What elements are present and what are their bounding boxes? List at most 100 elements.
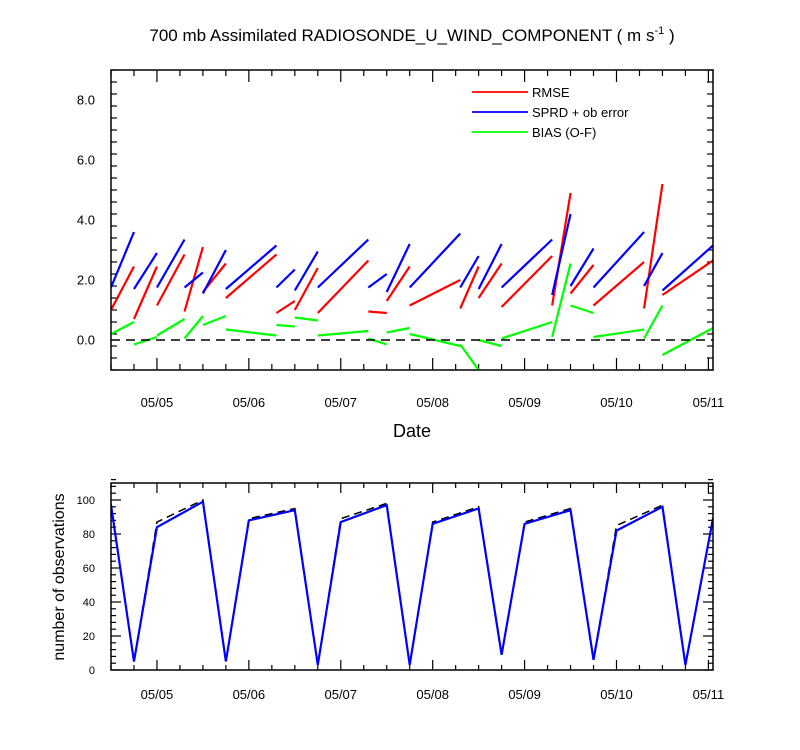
sprd-ob-error-series-segment [477, 243, 503, 290]
sprd-ob-error-series-segment [293, 250, 319, 292]
assimilated-observations-line [111, 499, 713, 666]
sprd-ob-error-series-segment [133, 252, 158, 290]
x-tick-label: 05/05 [141, 395, 174, 410]
bias-o-f-series-segment [156, 318, 186, 337]
rmse-series-segment [225, 253, 278, 299]
bias-o-f-series-segment [386, 326, 410, 334]
sprd-ob-error-series-segment [408, 232, 462, 289]
sprd-ob-error-series-segment [201, 249, 227, 295]
rmse-series-segment [132, 266, 158, 320]
sprd-ob-error-series-segment [367, 273, 388, 289]
bias-o-f-series-segment [551, 263, 572, 338]
total-observations-line [111, 498, 713, 666]
x-tick-label: 05/08 [416, 395, 449, 410]
sprd-ob-error-series-segment [592, 231, 645, 289]
bottom-x-tick-labels: 05/05 05/06 05/07 05/08 05/09 05/10 05/11 [141, 687, 725, 702]
rmse-series-segment [592, 261, 645, 307]
x-tick-label: 05/06 [233, 395, 266, 410]
rmse-series-segment [661, 259, 713, 296]
top-chart-title-suffix: ) [664, 26, 674, 45]
bias-o-f-series-segment [317, 329, 369, 337]
bias-o-f-series-segment [459, 343, 480, 370]
legend-label-bias-o-f: BIAS (O-F) [532, 125, 596, 140]
bias-o-f-series-segment [643, 304, 664, 340]
x-tick-label: 05/09 [508, 687, 541, 702]
bias-o-f-series-segment [202, 314, 227, 327]
rmse-series-segment [368, 310, 387, 315]
x-tick-label: 05/11 [693, 395, 725, 410]
rmse-series-segment [551, 192, 572, 306]
sprd-ob-error-series-segment [225, 244, 278, 290]
sprd-ob-error-series-segment [317, 238, 370, 289]
x-tick-label: 05/11 [693, 687, 725, 702]
top-chart-title: 700 mb Assimilated RADIOSONDE_U_WIND_COM… [149, 25, 674, 45]
top-chart-title-superscript: -1 [654, 25, 664, 37]
legend-label-sprd-ob-error: SPRD + ob error [532, 105, 629, 120]
sprd-ob-error-series-segment [183, 271, 204, 289]
rmse-series-segment [385, 265, 411, 302]
y-tick-label: 0 [89, 665, 95, 677]
bottom-y-axis-label: number of observations [51, 493, 68, 660]
x-tick-label: 05/10 [600, 687, 633, 702]
y-tick-label: 6.0 [77, 153, 95, 168]
top-x-axis-label: Date [393, 421, 431, 441]
top-x-tick-labels: 05/05 05/06 05/07 05/08 05/09 05/10 05/11 [141, 395, 725, 410]
bottom-axis-ticks [110, 479, 713, 671]
rmse-series-segment [155, 253, 186, 307]
rmse-series-segment [409, 279, 461, 307]
bottom-y-tick-labels: 0 20 40 60 80 100 [77, 495, 95, 677]
y-tick-label: 2.0 [77, 273, 95, 288]
sprd-ob-error-series-segment [156, 238, 186, 289]
y-tick-label: 20 [83, 631, 95, 643]
rmse-series-segment [500, 255, 553, 308]
bottom-plot-frame [110, 482, 714, 671]
bias-o-f-series-segment [478, 338, 502, 348]
sprd-ob-error-series-segment [569, 247, 595, 287]
rmse-series-segment [459, 266, 480, 309]
top-chart-title-main: 700 mb Assimilated RADIOSONDE_U_WIND_COM… [149, 26, 654, 45]
y-tick-label: 40 [83, 597, 95, 609]
legend-label-rmse: RMSE [532, 85, 570, 100]
y-tick-label: 80 [83, 529, 95, 541]
top-legend: RMSE SPRD + ob error BIAS (O-F) [472, 85, 629, 140]
sprd-ob-error-series-segment [661, 244, 713, 292]
top-series-lines [111, 183, 713, 370]
bias-o-f-series-segment [183, 315, 204, 340]
rmse-series-segment [317, 259, 370, 314]
sprd-ob-error-series-segment [459, 255, 480, 289]
rmse-series-segment [569, 264, 595, 295]
y-tick-label: 4.0 [77, 213, 95, 228]
rmse-series-segment [642, 183, 664, 309]
sprd-ob-error-series-segment [385, 243, 411, 293]
bias-o-f-series-segment [501, 320, 553, 340]
x-tick-label: 05/10 [600, 395, 633, 410]
rmse-series-segment [275, 300, 296, 314]
top-y-tick-labels: 0.0 2.0 4.0 6.0 8.0 [77, 93, 95, 348]
rmse-bias-panel: 700 mb Assimilated RADIOSONDE_U_WIND_COM… [77, 25, 724, 441]
bias-o-f-series-segment [225, 328, 277, 337]
x-tick-label: 05/06 [233, 687, 266, 702]
y-tick-label: 100 [77, 495, 95, 507]
sprd-ob-error-series-segment [643, 252, 664, 287]
bias-o-f-series-segment [593, 328, 645, 339]
x-tick-label: 05/05 [141, 687, 174, 702]
sprd-ob-error-series-segment [111, 231, 135, 288]
bias-o-f-series-segment [276, 323, 295, 328]
rmse-series-segment [477, 262, 503, 299]
y-tick-label: 0.0 [77, 333, 95, 348]
rmse-series-segment [111, 265, 135, 311]
y-tick-label: 60 [83, 563, 95, 575]
sprd-ob-error-series-segment [275, 268, 296, 289]
bias-o-f-series-segment [570, 304, 594, 315]
x-tick-label: 05/07 [324, 395, 357, 410]
rmse-series-segment [293, 267, 319, 311]
y-tick-label: 8.0 [77, 93, 95, 108]
x-tick-label: 05/09 [508, 395, 541, 410]
bias-o-f-series-segment [294, 316, 318, 322]
bottom-series-lines [111, 498, 713, 666]
x-tick-label: 05/07 [324, 687, 357, 702]
bias-o-f-series-segment [111, 321, 135, 335]
sprd-ob-error-series-segment [500, 238, 553, 289]
